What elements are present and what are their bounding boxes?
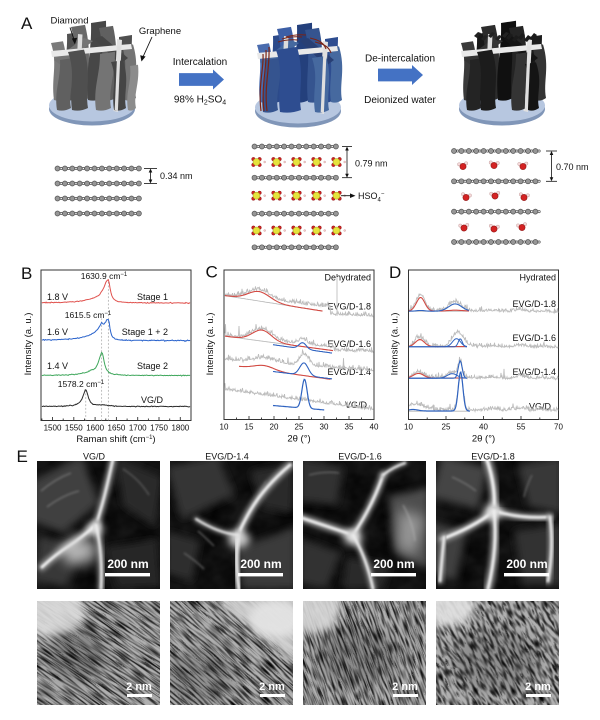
- svg-text:Hydrated: Hydrated: [519, 273, 556, 283]
- svg-text:35: 35: [345, 423, 354, 432]
- svg-text:EVG/D-1.6: EVG/D-1.6: [338, 452, 382, 462]
- svg-text:Intensity (a. u.): Intensity (a. u.): [205, 313, 216, 376]
- svg-text:1750: 1750: [150, 424, 168, 433]
- svg-text:E: E: [17, 447, 28, 466]
- svg-text:1615.5 cm−1: 1615.5 cm−1: [65, 310, 112, 320]
- svg-text:Intensity (a. u.): Intensity (a. u.): [390, 313, 401, 376]
- svg-text:Stage 1: Stage 1: [137, 292, 168, 302]
- svg-text:EVG/D-1.6: EVG/D-1.6: [327, 339, 371, 349]
- svg-text:0.70 nm: 0.70 nm: [556, 162, 589, 172]
- svg-text:EVG/D-1.4: EVG/D-1.4: [327, 367, 371, 377]
- svg-text:EVG/D-1.8: EVG/D-1.8: [327, 302, 371, 312]
- svg-text:D: D: [389, 263, 401, 282]
- svg-text:EVG/D-1.6: EVG/D-1.6: [512, 333, 556, 343]
- svg-text:0.34 nm: 0.34 nm: [160, 171, 193, 181]
- svg-text:30: 30: [320, 423, 329, 432]
- svg-text:Graphene: Graphene: [139, 26, 181, 37]
- svg-text:B: B: [21, 264, 32, 283]
- svg-text:200 nm: 200 nm: [240, 557, 281, 571]
- svg-text:10: 10: [404, 423, 413, 432]
- svg-text:1800: 1800: [171, 424, 189, 433]
- svg-text:Dehydrated: Dehydrated: [324, 273, 371, 283]
- svg-text:EVG/D-1.8: EVG/D-1.8: [512, 299, 556, 309]
- svg-text:1550: 1550: [65, 424, 83, 433]
- svg-text:Diamond: Diamond: [50, 16, 88, 27]
- svg-text:Intercalation: Intercalation: [173, 57, 227, 68]
- svg-text:1650: 1650: [108, 424, 126, 433]
- svg-text:1600: 1600: [86, 424, 104, 433]
- svg-text:Stage 1 + 2: Stage 1 + 2: [122, 327, 168, 337]
- svg-text:VG/D: VG/D: [529, 402, 552, 412]
- svg-text:70: 70: [554, 423, 563, 432]
- svg-text:VG/D: VG/D: [345, 400, 368, 410]
- svg-text:2θ (°): 2θ (°): [472, 434, 495, 445]
- svg-text:C: C: [206, 263, 218, 282]
- svg-text:40: 40: [479, 423, 488, 432]
- svg-text:2 nm: 2 nm: [259, 681, 285, 693]
- svg-text:Stage 2: Stage 2: [137, 361, 168, 371]
- svg-text:25: 25: [442, 423, 451, 432]
- svg-text:40: 40: [370, 423, 379, 432]
- svg-text:1700: 1700: [129, 424, 147, 433]
- svg-text:200 nm: 200 nm: [506, 557, 547, 571]
- svg-text:2 nm: 2 nm: [126, 681, 152, 693]
- svg-text:200 nm: 200 nm: [107, 557, 148, 571]
- svg-text:10: 10: [220, 423, 229, 432]
- svg-text:1.4 V: 1.4 V: [47, 361, 68, 371]
- svg-text:VG/D: VG/D: [83, 452, 106, 462]
- svg-text:0.79 nm: 0.79 nm: [355, 159, 388, 169]
- svg-text:Raman shift (cm−1): Raman shift (cm−1): [76, 434, 155, 445]
- svg-text:VG/D: VG/D: [141, 395, 164, 405]
- svg-text:2 nm: 2 nm: [392, 681, 418, 693]
- svg-text:55: 55: [517, 423, 526, 432]
- svg-text:98% H2SO4: 98% H2SO4: [174, 95, 226, 107]
- svg-text:De-intercalation: De-intercalation: [365, 54, 435, 65]
- svg-text:200 nm: 200 nm: [373, 557, 414, 571]
- svg-text:A: A: [21, 14, 33, 33]
- svg-text:EVG/D-1.8: EVG/D-1.8: [471, 452, 515, 462]
- svg-text:25: 25: [295, 423, 304, 432]
- svg-text:Intensity (a. u.): Intensity (a. u.): [23, 313, 34, 376]
- svg-text:1.8 V: 1.8 V: [47, 292, 68, 302]
- svg-text:1500: 1500: [44, 424, 62, 433]
- svg-text:1.6 V: 1.6 V: [47, 327, 68, 337]
- svg-text:20: 20: [270, 423, 279, 432]
- svg-text:EVG/D-1.4: EVG/D-1.4: [512, 367, 556, 377]
- svg-text:1630.9 cm−1: 1630.9 cm−1: [81, 271, 128, 281]
- svg-text:1578.2 cm−1: 1578.2 cm−1: [58, 379, 105, 389]
- svg-text:2θ (°): 2θ (°): [287, 434, 310, 445]
- svg-text:EVG/D-1.4: EVG/D-1.4: [205, 452, 249, 462]
- svg-text:Deionized water: Deionized water: [364, 95, 436, 106]
- svg-text:15: 15: [245, 423, 254, 432]
- svg-text:2 nm: 2 nm: [525, 681, 551, 693]
